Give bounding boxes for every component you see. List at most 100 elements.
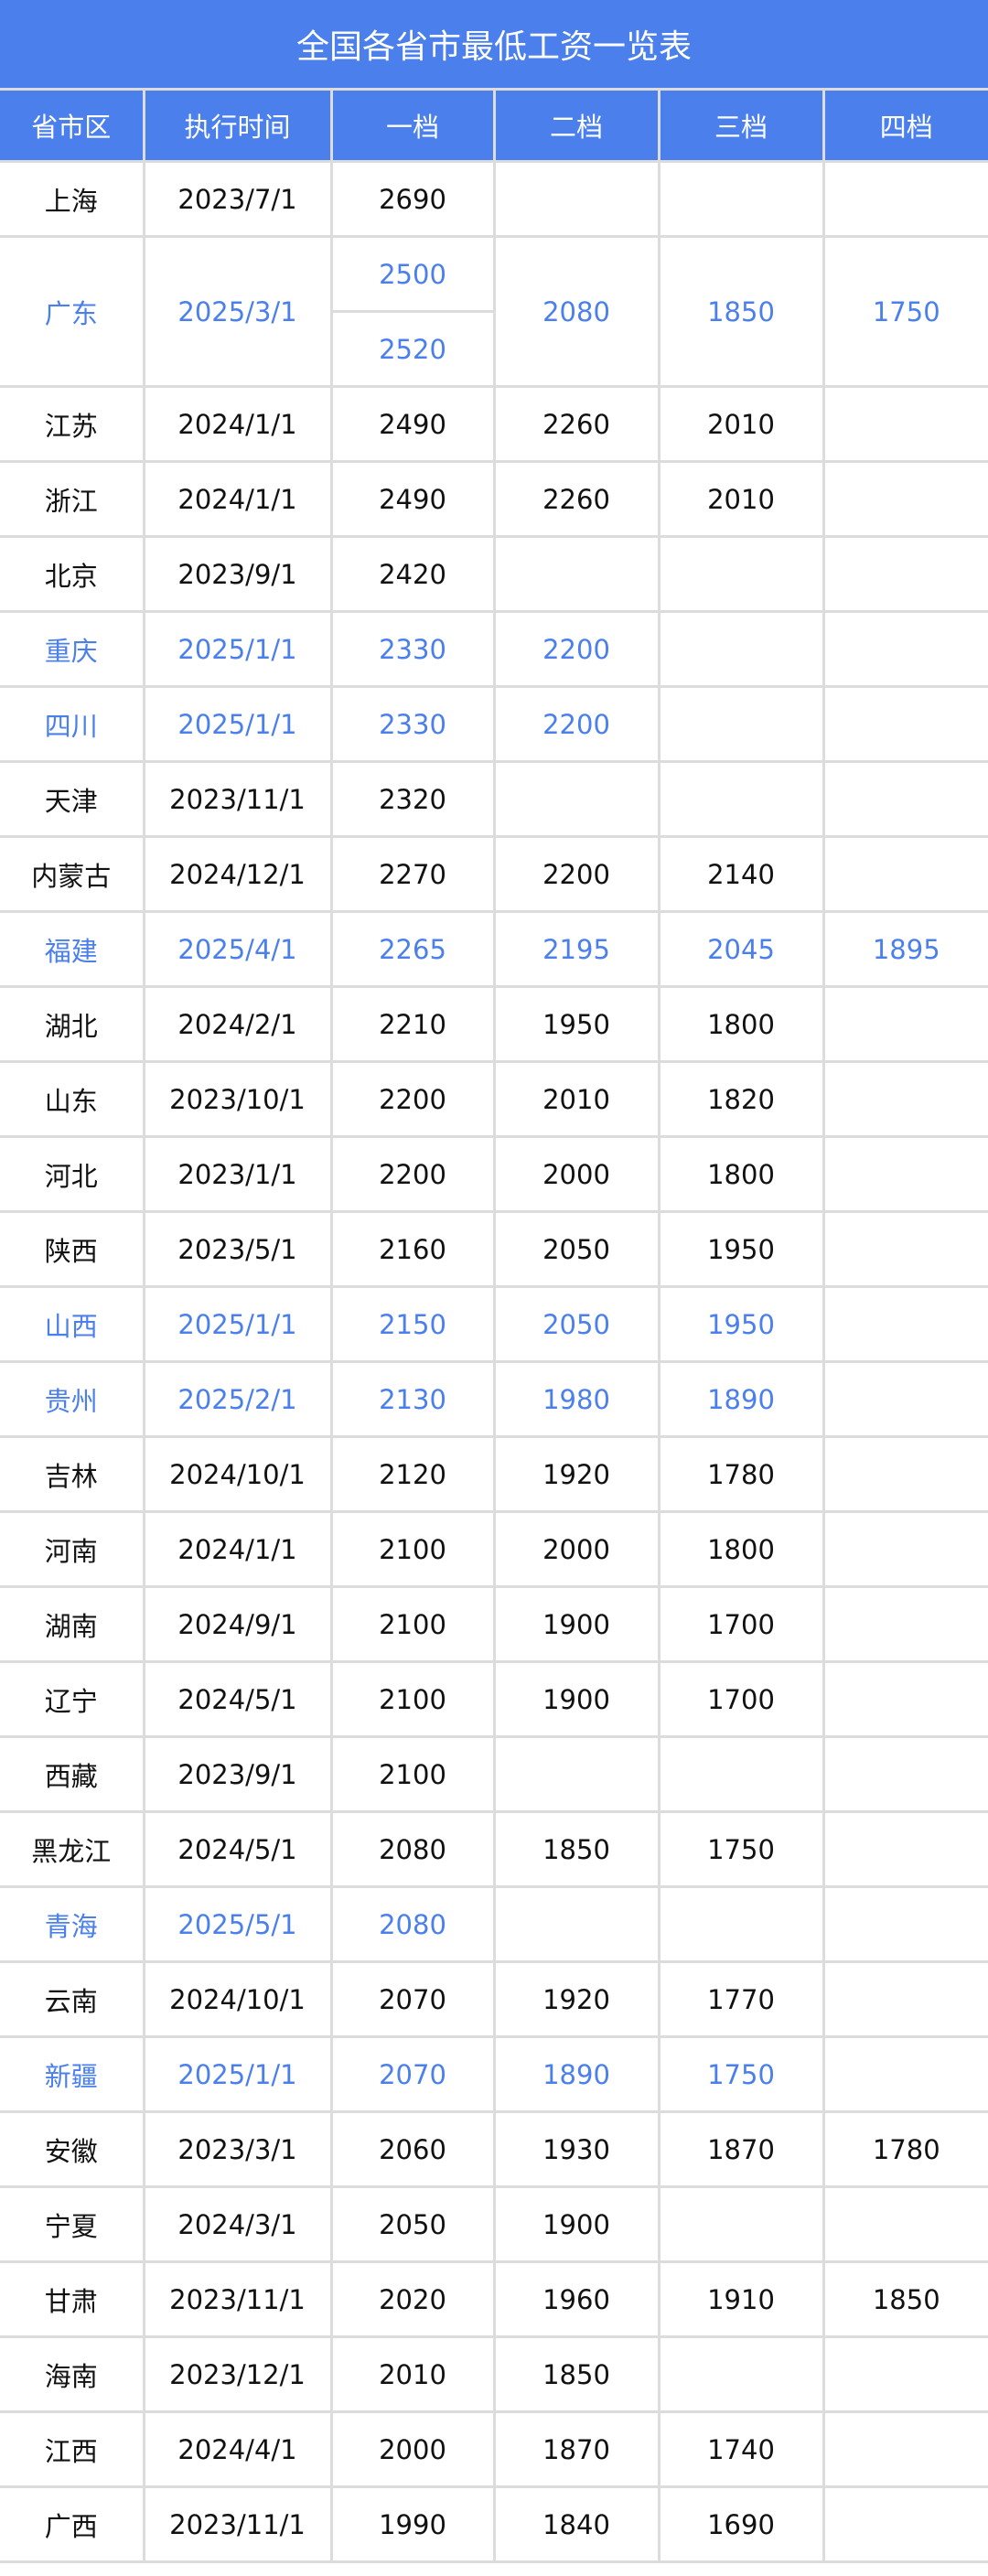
cell-tier3: 1950 <box>657 1210 825 1288</box>
column-header-tier2: 二档 <box>492 88 660 163</box>
cell-tier4 <box>822 1135 988 1213</box>
cell-tier3: 1770 <box>657 1960 825 2038</box>
cell-region: 新疆 <box>0 2035 145 2113</box>
table-row: 海南 2023/12/1 2010 1850 <box>0 2335 988 2413</box>
cell-tier4 <box>822 1435 988 1513</box>
cell-region: 黑龙江 <box>0 1810 145 1888</box>
cell-region: 浙江 <box>0 460 145 538</box>
cell-tier3 <box>657 160 825 238</box>
cell-date: 2024/1/1 <box>142 385 333 463</box>
cell-tier3: 2045 <box>657 910 825 988</box>
cell-region: 河南 <box>0 1510 145 1588</box>
cell-tier2: 1930 <box>492 2110 660 2188</box>
cell-region: 江西 <box>0 2410 145 2488</box>
cell-date: 2025/4/1 <box>142 910 333 988</box>
cell-tier2: 2050 <box>492 1210 660 1288</box>
table-row: 福建 2025/4/1 2265 2195 2045 1895 <box>0 910 988 988</box>
cell-region: 宁夏 <box>0 2185 145 2263</box>
table-row: 黑龙江 2024/5/1 2080 1850 1750 <box>0 1810 988 1888</box>
cell-date: 2025/3/1 <box>142 235 333 388</box>
cell-tier4 <box>822 2035 988 2113</box>
cell-date: 2025/1/1 <box>142 610 333 688</box>
cell-date: 2024/1/1 <box>142 460 333 538</box>
table-row: 甘肃 2023/11/1 2020 1960 1910 1850 <box>0 2260 988 2338</box>
cell-tier4 <box>822 1210 988 1288</box>
cell-tier4 <box>822 1735 988 1813</box>
cell-date: 2025/1/1 <box>142 1285 333 1363</box>
cell-tier1: 2080 <box>329 1885 496 1963</box>
cell-tier2: 1850 <box>492 1810 660 1888</box>
cell-tier2: 1920 <box>492 1960 660 2038</box>
cell-tier4 <box>822 1585 988 1663</box>
cell-tier2: 1900 <box>492 1585 660 1663</box>
cell-tier2: 1850 <box>492 2335 660 2413</box>
table-row: 内蒙古 2024/12/1 2270 2200 2140 <box>0 835 988 913</box>
cell-tier2: 1870 <box>492 2410 660 2488</box>
cell-tier3: 1910 <box>657 2260 825 2338</box>
cell-region: 吉林 <box>0 1435 145 1513</box>
cell-region: 青海 <box>0 1885 145 1963</box>
cell-tier3 <box>657 1885 825 1963</box>
cell-tier3 <box>657 535 825 613</box>
cell-region: 重庆 <box>0 610 145 688</box>
cell-tier2: 1960 <box>492 2260 660 2338</box>
cell-tier3 <box>657 2335 825 2413</box>
cell-tier1: 2490 <box>329 385 496 463</box>
cell-tier1: 2150 <box>329 1285 496 1363</box>
header-row: 省市区 执行时间 一档 二档 三档 四档 <box>0 88 988 163</box>
table-row: 广西 2023/11/1 1990 1840 1690 <box>0 2485 988 2563</box>
cell-tier1: 2060 <box>329 2110 496 2188</box>
cell-tier2 <box>492 760 660 838</box>
cell-date: 2023/3/1 <box>142 2110 333 2188</box>
cell-tier3: 1740 <box>657 2410 825 2488</box>
cell-date: 2025/2/1 <box>142 1360 333 1438</box>
cell-tier1: 2500 <box>329 235 496 313</box>
cell-tier4 <box>822 460 988 538</box>
cell-tier2: 2200 <box>492 610 660 688</box>
cell-region: 四川 <box>0 685 145 763</box>
cell-tier2: 1920 <box>492 1435 660 1513</box>
table-row: 四川 2025/1/1 2330 2200 <box>0 685 988 763</box>
cell-region: 山西 <box>0 1285 145 1363</box>
cell-tier1: 2010 <box>329 2335 496 2413</box>
cell-tier1: 2100 <box>329 1585 496 1663</box>
cell-region: 甘肃 <box>0 2260 145 2338</box>
cell-tier2: 2050 <box>492 1285 660 1363</box>
cell-tier1: 2200 <box>329 1060 496 1138</box>
cell-tier3: 1800 <box>657 1510 825 1588</box>
table-row: 上海 2023/7/1 2690 <box>0 160 988 238</box>
table-row: 辽宁 2024/5/1 2100 1900 1700 <box>0 1660 988 1738</box>
cell-tier1: 2520 <box>331 310 494 388</box>
cell-date: 2023/11/1 <box>142 2260 333 2338</box>
column-header-tier1: 一档 <box>329 88 496 163</box>
cell-tier3: 2140 <box>657 835 825 913</box>
cell-tier1: 2210 <box>329 985 496 1063</box>
table-row: 江西 2024/4/1 2000 1870 1740 <box>0 2410 988 2488</box>
cell-tier4 <box>822 1360 988 1438</box>
column-header-date: 执行时间 <box>142 88 333 163</box>
cell-region: 安徽 <box>0 2110 145 2188</box>
cell-tier2 <box>492 1735 660 1813</box>
cell-tier4 <box>822 385 988 463</box>
table-row: 广东 2025/3/1 2500 2080 1850 1750 <box>0 235 988 388</box>
cell-region: 福建 <box>0 910 145 988</box>
cell-tier3: 2010 <box>657 460 825 538</box>
cell-tier4 <box>822 1510 988 1588</box>
cell-tier3: 1700 <box>657 1585 825 1663</box>
cell-tier3: 1820 <box>657 1060 825 1138</box>
cell-date: 2024/9/1 <box>142 1585 333 1663</box>
cell-tier1: 2100 <box>329 1510 496 1588</box>
cell-tier1: 2160 <box>329 1210 496 1288</box>
cell-date: 2023/10/1 <box>142 1060 333 1138</box>
cell-date: 2023/11/1 <box>142 760 333 838</box>
cell-tier4 <box>822 1885 988 1963</box>
cell-date: 2023/9/1 <box>142 535 333 613</box>
cell-region: 天津 <box>0 760 145 838</box>
cell-date: 2025/5/1 <box>142 1885 333 1963</box>
cell-tier1: 2130 <box>329 1360 496 1438</box>
cell-region: 江苏 <box>0 385 145 463</box>
cell-tier1: 2490 <box>329 460 496 538</box>
cell-tier4 <box>822 685 988 763</box>
table-row: 吉林 2024/10/1 2120 1920 1780 <box>0 1435 988 1513</box>
cell-tier2 <box>492 1885 660 1963</box>
